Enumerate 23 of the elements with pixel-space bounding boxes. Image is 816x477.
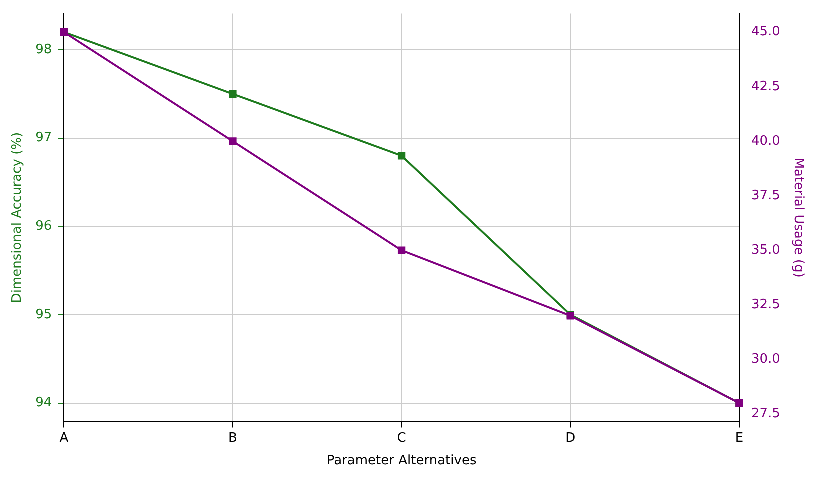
y2-tick-label: 30.0 <box>751 352 780 367</box>
y2-tick-label: 27.5 <box>751 406 780 422</box>
y2-axis-title: Material Usage (g) <box>790 158 806 278</box>
y2-tick-label: 35.0 <box>751 242 780 258</box>
x-tick-label: B <box>228 430 238 446</box>
x-tick-label: E <box>735 430 744 446</box>
y-tick-label: 94 <box>36 396 52 411</box>
x-tick-label: D <box>566 430 576 446</box>
y-axis-title: Dimensional Accuracy (%) <box>10 132 26 304</box>
point <box>229 138 237 146</box>
x-tick-label: A <box>60 430 69 446</box>
y2-tick-label: 42.5 <box>751 79 780 94</box>
x-axis-title: Parameter Alternatives <box>326 454 477 469</box>
x-tick-label: C <box>397 430 406 446</box>
y-tick-label: 95 <box>36 307 52 322</box>
y-tick-label: 98 <box>36 42 52 58</box>
y2-tick-label: 40.0 <box>751 134 780 149</box>
y2-tick-label: 32.5 <box>751 297 780 312</box>
point <box>398 246 406 254</box>
y2-tick-label: 45.0 <box>751 24 780 40</box>
y-tick-label: 96 <box>36 219 52 234</box>
y-tick-label: 97 <box>36 130 52 146</box>
y2-tick-label: 37.5 <box>751 188 780 204</box>
